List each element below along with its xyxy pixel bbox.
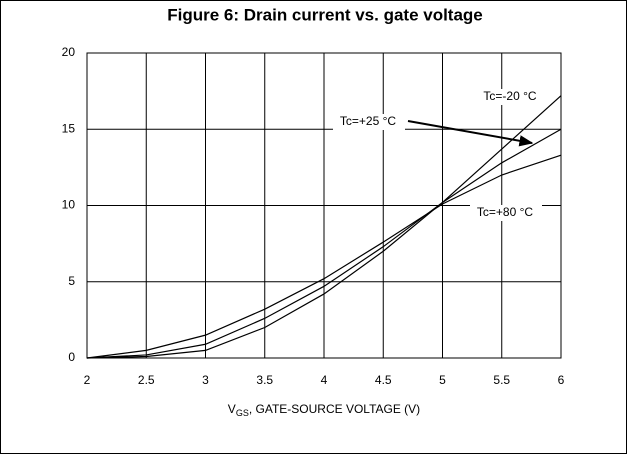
annotation-arrow: [407, 120, 534, 147]
y-tick-label: 20: [62, 45, 76, 59]
series-line: [86, 154, 562, 359]
y-tick-label: 10: [62, 198, 76, 212]
x-tick-label: 4: [321, 373, 328, 387]
x-tick-label: 2: [84, 373, 91, 387]
x-tick-label: 4.5: [375, 373, 392, 387]
series-line: [86, 95, 562, 359]
y-tick-label: 15: [62, 121, 76, 135]
series-label-bg: [475, 89, 547, 105]
x-tick-label: 3.5: [256, 373, 273, 387]
x-tick-label: 5.5: [493, 373, 510, 387]
x-tick-label: 3: [202, 373, 209, 387]
series-label-bg: [470, 205, 542, 221]
x-tick-label: 2.5: [138, 373, 155, 387]
x-axis-label: VGS, GATE-SOURCE VOLTAGE (V): [228, 402, 420, 418]
series-line: [86, 128, 562, 359]
series-label-bg: [333, 114, 405, 130]
x-tick-label: 5: [439, 373, 446, 387]
y-tick-label: 0: [68, 350, 75, 364]
y-tick-label: 5: [68, 274, 75, 288]
chart-title: Figure 6: Drain current vs. gate voltage: [167, 5, 483, 24]
series-label: Tc=-20 °C: [483, 89, 536, 103]
series-label: Tc=+80 °C: [477, 205, 533, 219]
x-tick-label: 6: [558, 373, 565, 387]
series-label: Tc=+25 °C: [340, 114, 396, 128]
